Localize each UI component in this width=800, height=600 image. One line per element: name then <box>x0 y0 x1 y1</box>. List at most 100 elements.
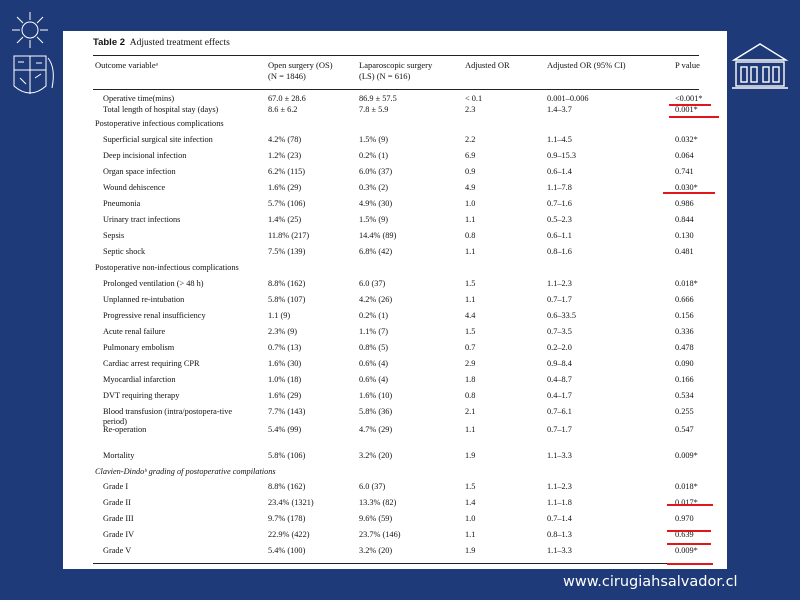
p-value-cell: 0.970 <box>675 514 694 523</box>
header-open-surgery-line2: (N = 1846) <box>268 71 306 81</box>
open-surgery-cell: 1.0% (18) <box>268 375 302 384</box>
ci-cell: 0.7–6.1 <box>547 407 572 416</box>
adjusted-or-cell: 4.9 <box>465 183 476 192</box>
outcome-cell: Pneumonia <box>103 199 141 208</box>
p-value-cell: 0.001* <box>675 105 698 114</box>
outcome-cell: Prolonged ventilation (> 48 h) <box>103 279 204 288</box>
outcome-cell: Cardiac arrest requiring CPR <box>103 359 200 368</box>
ci-cell: 0.6–33.5 <box>547 311 577 320</box>
adjusted-or-cell: < 0.1 <box>465 94 483 103</box>
open-surgery-cell: 1.6% (29) <box>268 183 302 192</box>
laparoscopic-cell: 7.8 ± 5.9 <box>359 105 389 114</box>
adjusted-or-cell: 1.4 <box>465 498 476 507</box>
adjusted-or-cell: 0.8 <box>465 231 476 240</box>
laparoscopic-cell: 1.6% (10) <box>359 391 393 400</box>
p-value-cell: 0.018* <box>675 279 698 288</box>
header-laparoscopic-line2: (LS) (N = 616) <box>359 71 411 81</box>
ci-cell: 1.1–2.3 <box>547 279 572 288</box>
outcome-cell: Total length of hospital stay (days) <box>103 105 219 114</box>
outcome-cell: Grade V <box>103 546 132 555</box>
p-value-cell: 0.156 <box>675 311 694 320</box>
adjusted-or-cell: 2.1 <box>465 407 476 416</box>
open-surgery-cell: 1.4% (25) <box>268 215 302 224</box>
open-surgery-cell: 8.8% (162) <box>268 482 306 491</box>
open-surgery-cell: 8.8% (162) <box>268 279 306 288</box>
header-adjusted-or-ci: Adjusted OR (95% CI) <box>547 60 626 70</box>
ci-cell: 0.7–1.4 <box>547 514 572 523</box>
ci-cell: 0.5–2.3 <box>547 215 572 224</box>
p-value-cell: 0.741 <box>675 167 694 176</box>
open-surgery-cell: 9.7% (178) <box>268 514 306 523</box>
ci-cell: 0.4–1.7 <box>547 391 572 400</box>
laparoscopic-cell: 3.2% (20) <box>359 546 393 555</box>
p-value-cell: 0.018* <box>675 482 698 491</box>
outcome-cell: Postoperative non-infectious complicatio… <box>95 263 239 272</box>
adjusted-or-cell: 1.1 <box>465 295 476 304</box>
table-caption: Adjusted treatment effects <box>129 38 230 48</box>
open-surgery-cell: 67.0 ± 28.6 <box>268 94 306 103</box>
open-surgery-cell: 22.9% (422) <box>268 530 310 539</box>
laparoscopic-cell: 0.2% (1) <box>359 311 389 320</box>
ci-cell: 1.1–2.3 <box>547 482 572 491</box>
ci-cell: 0.001–0.006 <box>547 94 589 103</box>
outcome-cell: Grade IV <box>103 530 135 539</box>
open-surgery-cell: 5.7% (106) <box>268 199 306 208</box>
open-surgery-cell: 5.4% (100) <box>268 546 306 555</box>
ci-cell: 1.4–3.7 <box>547 105 572 114</box>
p-value-cell: 0.030* <box>675 183 698 192</box>
laparoscopic-cell: 0.3% (2) <box>359 183 389 192</box>
laparoscopic-cell: 6.0 (37) <box>359 279 386 288</box>
p-value-cell: 0.481 <box>675 247 694 256</box>
outcome-cell: Grade III <box>103 514 134 523</box>
adjusted-or-cell: 2.2 <box>465 135 476 144</box>
open-surgery-cell: 6.2% (115) <box>268 167 306 176</box>
outcome-cell: Sepsis <box>103 231 125 240</box>
outcome-cell: Urinary tract infections <box>103 215 181 224</box>
adjusted-or-cell: 1.5 <box>465 279 476 288</box>
outcome-cell: Myocardial infarction <box>103 375 176 384</box>
p-value-cell: 0.478 <box>675 343 694 352</box>
laparoscopic-cell: 86.9 ± 57.5 <box>359 94 397 103</box>
laparoscopic-cell: 6.8% (42) <box>359 247 393 256</box>
laparoscopic-cell: 3.2% (20) <box>359 451 393 460</box>
laparoscopic-cell: 0.6% (4) <box>359 359 389 368</box>
outcome-cell: Re-operation <box>103 425 147 434</box>
outcome-cell: Deep incisional infection <box>103 151 187 160</box>
top-rule <box>93 55 699 56</box>
significance-underline <box>667 543 711 545</box>
adjusted-or-cell: 1.8 <box>465 375 476 384</box>
outcome-cell: Wound dehiscence <box>103 183 166 192</box>
adjusted-or-cell: 2.3 <box>465 105 476 114</box>
p-value-cell: <0.001* <box>675 94 703 103</box>
open-surgery-cell: 5.4% (99) <box>268 425 302 434</box>
p-value-cell: 0.064 <box>675 151 694 160</box>
outcome-cell: Postoperative infectious complications <box>95 119 224 128</box>
open-surgery-cell: 1.6% (30) <box>268 359 302 368</box>
hospital-building-logo <box>731 43 789 89</box>
laparoscopic-cell: 1.1% (7) <box>359 327 389 336</box>
open-surgery-cell: 2.3% (9) <box>268 327 298 336</box>
header-open-surgery-line1: Open surgery (OS) <box>268 60 333 70</box>
ci-cell: 0.8–1.3 <box>547 530 572 539</box>
adjusted-or-cell: 1.1 <box>465 530 476 539</box>
significance-underline <box>667 530 711 532</box>
ci-cell: 0.2–2.0 <box>547 343 572 352</box>
ci-cell: 0.8–1.6 <box>547 247 572 256</box>
adjusted-or-cell: 1.1 <box>465 425 476 434</box>
laparoscopic-cell: 0.2% (1) <box>359 151 389 160</box>
footer-url: www.cirugiahsalvador.cl <box>563 574 738 590</box>
laparoscopic-cell: 4.9% (30) <box>359 199 393 208</box>
adjusted-or-cell: 1.9 <box>465 451 476 460</box>
ci-cell: 0.9–8.4 <box>547 359 572 368</box>
adjusted-or-cell: 0.7 <box>465 343 476 352</box>
header-adjusted-or: Adjusted OR <box>465 60 510 70</box>
table-document: Table 2 Adjusted treatment effects Outco… <box>63 31 727 569</box>
adjusted-or-cell: 1.1 <box>465 215 476 224</box>
adjusted-or-cell: 1.1 <box>465 247 476 256</box>
adjusted-or-cell: 4.4 <box>465 311 476 320</box>
outcome-cell: Grade II <box>103 498 131 507</box>
laparoscopic-cell: 1.5% (9) <box>359 135 389 144</box>
header-laparoscopic-line1: Laparoscopic surgery <box>359 60 433 70</box>
open-surgery-cell: 5.8% (107) <box>268 295 306 304</box>
laparoscopic-cell: 0.6% (4) <box>359 375 389 384</box>
